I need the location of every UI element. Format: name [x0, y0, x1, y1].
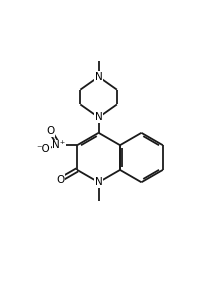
- Text: N: N: [95, 72, 103, 82]
- Text: ⁻O: ⁻O: [37, 144, 50, 154]
- Text: N: N: [95, 112, 103, 122]
- Text: N⁺: N⁺: [52, 140, 66, 150]
- Text: O: O: [46, 126, 54, 136]
- Text: N: N: [95, 177, 103, 187]
- Text: O: O: [56, 175, 65, 185]
